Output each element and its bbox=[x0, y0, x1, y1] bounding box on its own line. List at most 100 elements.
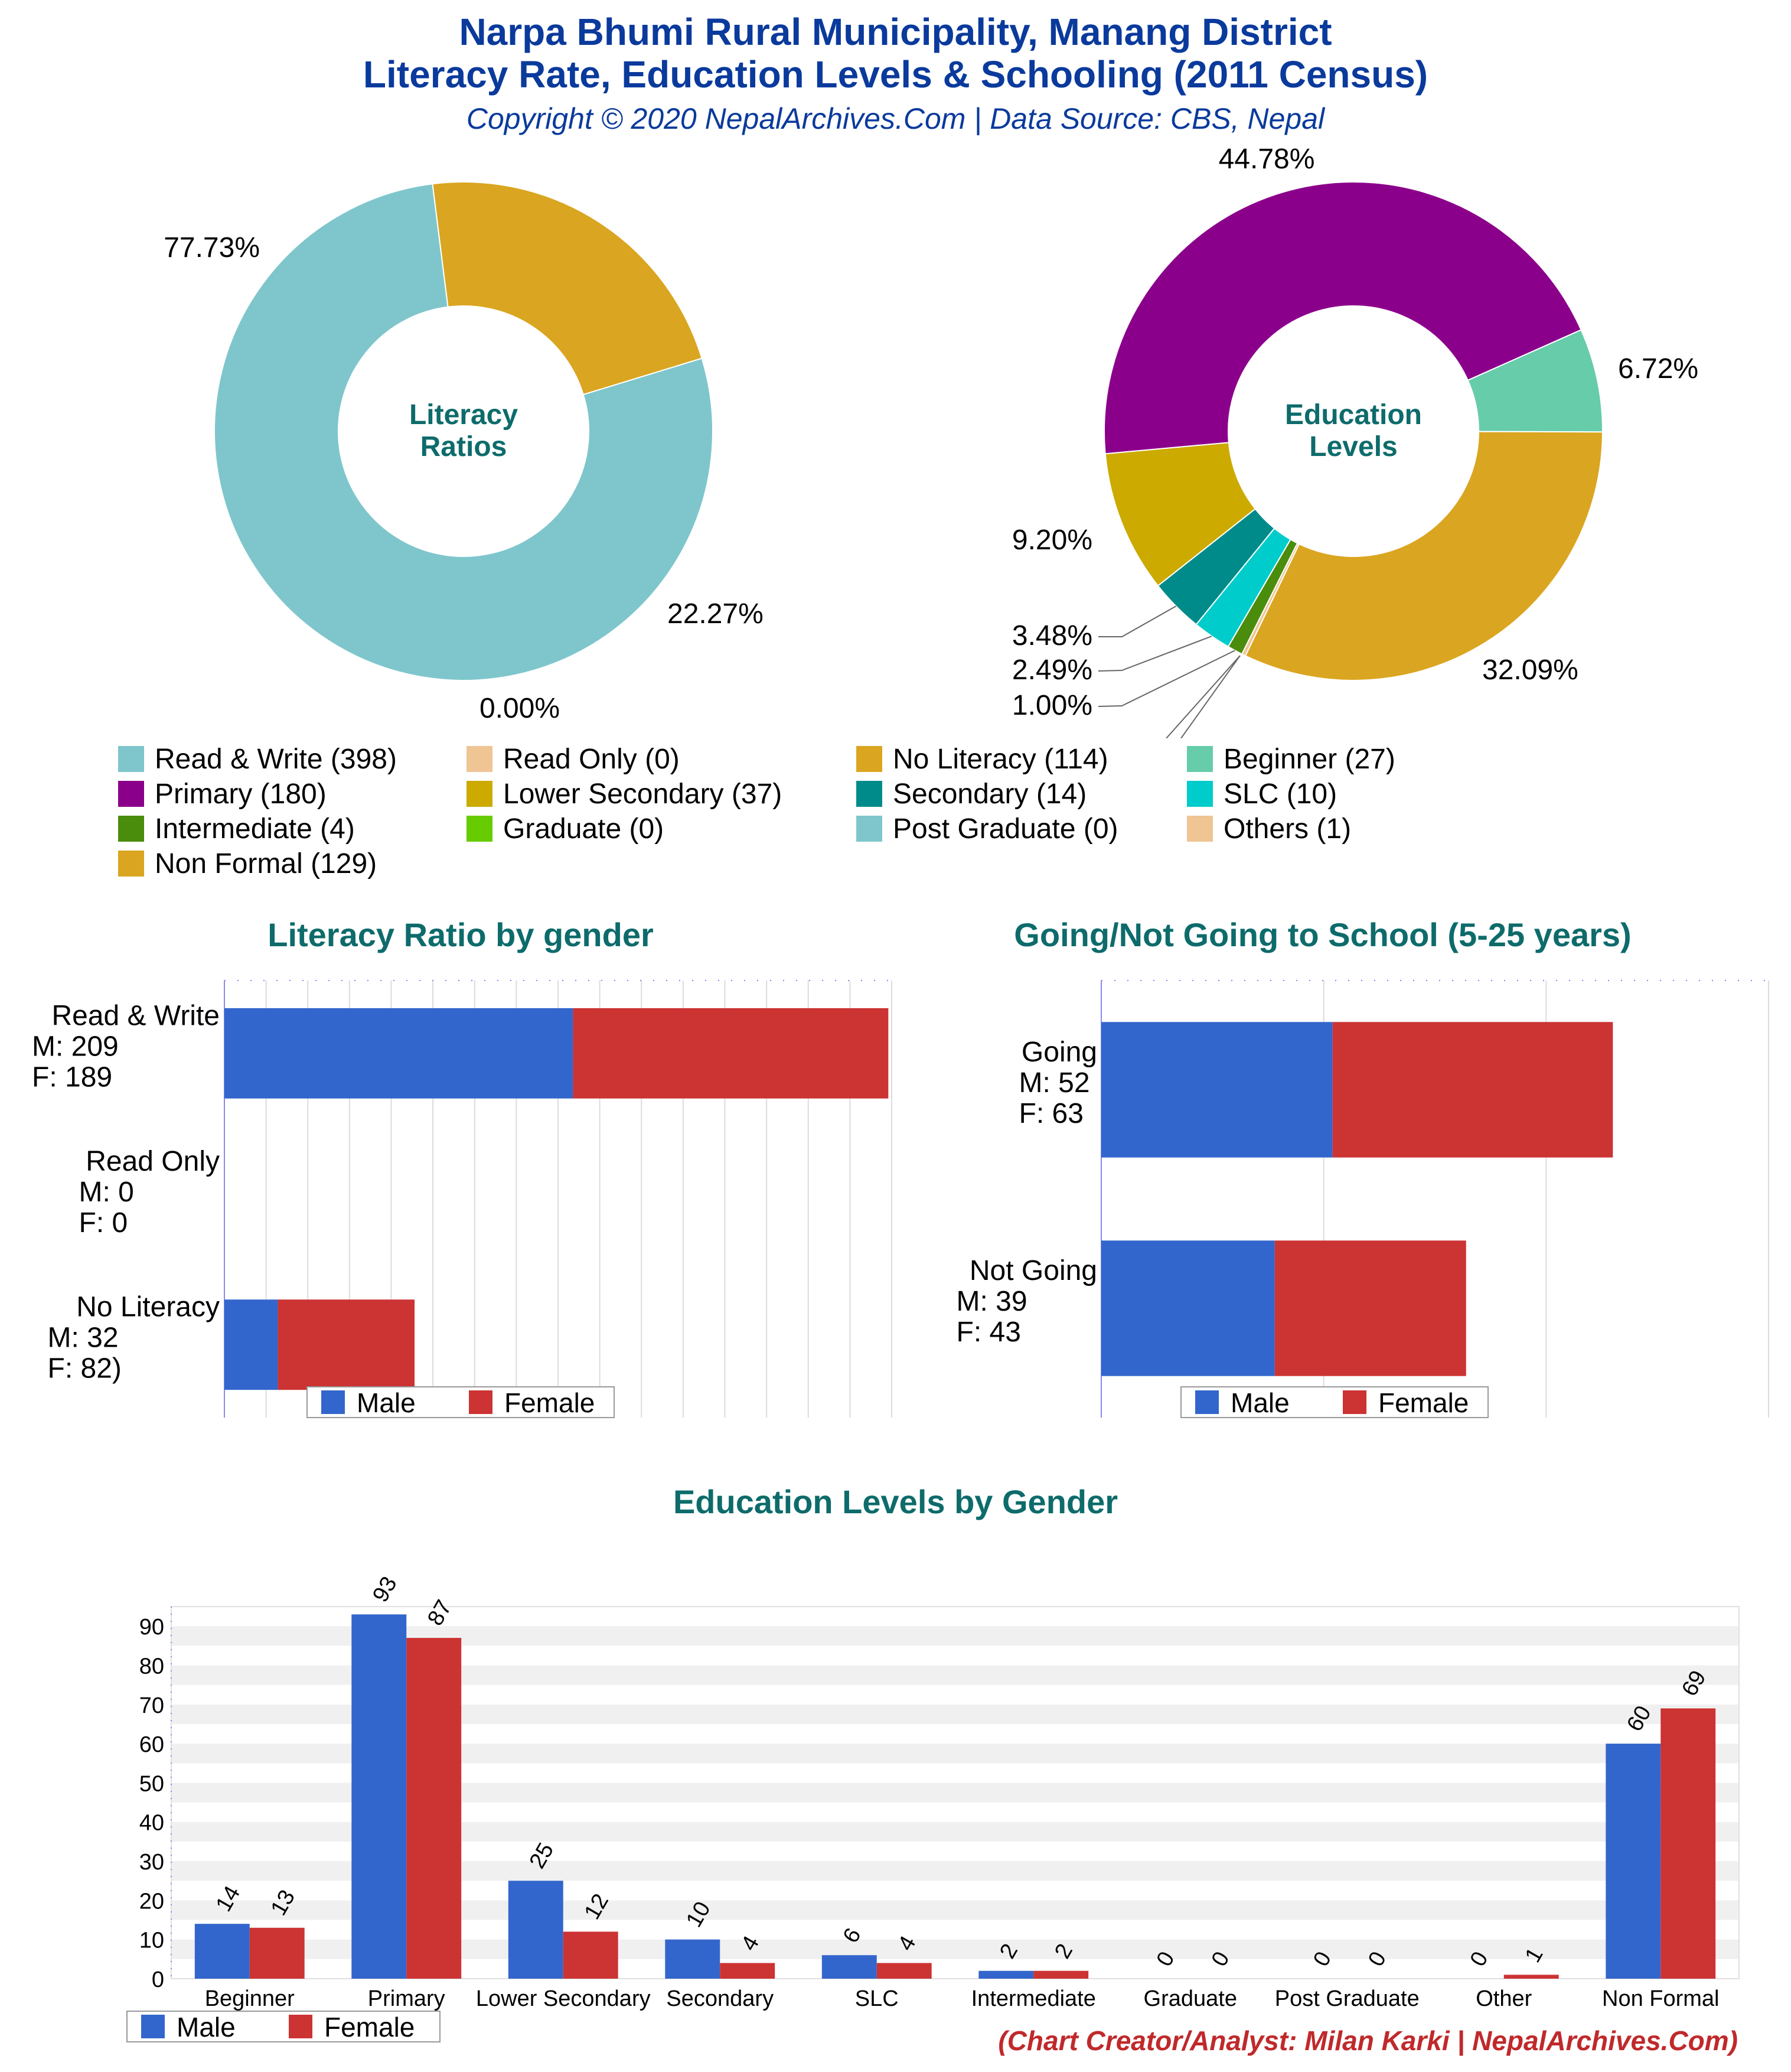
category-label: M: 209 bbox=[32, 1031, 119, 1062]
x-tick-label: Post Graduate bbox=[1275, 1986, 1420, 2011]
bar-female bbox=[720, 1963, 775, 1979]
x-tick-label: Other bbox=[1476, 1986, 1532, 2011]
category-label: F: 189 bbox=[32, 1061, 112, 1093]
plot-frame bbox=[171, 1606, 1740, 1979]
x-tick-label: SLC bbox=[855, 1986, 899, 2011]
legend-swatch bbox=[466, 781, 492, 807]
bar-female bbox=[406, 1638, 462, 1979]
data-label: 87 bbox=[423, 1596, 457, 1630]
bar-male bbox=[224, 1299, 278, 1390]
x-tick-label: Graduate bbox=[1144, 1986, 1237, 2011]
bar-male bbox=[665, 1939, 720, 1979]
y-tick-label: 0 bbox=[152, 1967, 164, 1992]
slice-primary bbox=[1104, 181, 1582, 455]
bar-legend: Male Female bbox=[1180, 1386, 1489, 1418]
legend-label: Non Formal (129) bbox=[155, 848, 377, 879]
legend-swatch bbox=[118, 781, 144, 807]
slice-non-formal bbox=[1244, 431, 1604, 681]
category-label: Going bbox=[1022, 1037, 1097, 1068]
legend-item: Secondary (14) bbox=[856, 778, 1087, 810]
legend-item: Beginner (27) bbox=[1187, 743, 1395, 776]
legend-swatch-female bbox=[1343, 1390, 1366, 1414]
legend-swatch bbox=[1187, 746, 1213, 772]
copyright-text: Copyright © 2020 NepalArchives.Com | Dat… bbox=[466, 102, 1325, 135]
chart-title-line2: Literacy Rate, Education Levels & School… bbox=[363, 53, 1428, 96]
legend-swatch bbox=[118, 851, 144, 877]
legend-label: Read & Write (398) bbox=[155, 744, 397, 775]
legend-swatch bbox=[1187, 781, 1213, 807]
category-label: F: 0 bbox=[79, 1207, 128, 1239]
x-tick-label: Non Formal bbox=[1602, 1986, 1720, 2011]
category-label: No Literacy bbox=[76, 1292, 220, 1323]
bar-male bbox=[508, 1881, 563, 1979]
x-tick-label: Primary bbox=[368, 1986, 445, 2011]
y-tick-label: 40 bbox=[139, 1811, 164, 1836]
legend-box bbox=[126, 2011, 441, 2042]
category-label: F: 43 bbox=[957, 1317, 1021, 1348]
legend-item: Non Formal (129) bbox=[118, 848, 377, 880]
bar-female bbox=[573, 1008, 889, 1099]
education-by-gender-title: Education Levels by Gender bbox=[673, 1483, 1118, 1520]
legend-female-label: Female bbox=[504, 1387, 595, 1418]
legend-label: Secondary (14) bbox=[893, 778, 1087, 810]
pct-label: 1.00% bbox=[1012, 690, 1092, 721]
legend-item: Graduate (0) bbox=[466, 813, 664, 845]
legend-male-label: Male bbox=[177, 2012, 236, 2042]
bar-female bbox=[278, 1299, 415, 1390]
pct-label: 77.73% bbox=[164, 232, 260, 263]
legend-male-label: Male bbox=[1231, 1387, 1290, 1418]
bar-female bbox=[1332, 1022, 1613, 1158]
legend-box bbox=[306, 1386, 615, 1418]
data-label: 93 bbox=[368, 1572, 402, 1607]
bar-legend: Male Female bbox=[126, 2011, 441, 2042]
legend-swatch bbox=[856, 746, 882, 772]
bar-male bbox=[351, 1614, 407, 1979]
pct-label: 9.20% bbox=[1012, 524, 1092, 556]
bar-male bbox=[821, 1955, 877, 1979]
legend-swatch bbox=[466, 746, 492, 772]
category-label: F: 82) bbox=[48, 1353, 122, 1384]
bar-female bbox=[1660, 1708, 1716, 1979]
legend-swatch-female bbox=[469, 1390, 492, 1414]
legend-item: Intermediate (4) bbox=[118, 813, 355, 845]
legend-item: No Literacy (114) bbox=[856, 743, 1108, 776]
pct-label: 32.09% bbox=[1482, 654, 1578, 686]
category-label: M: 52 bbox=[1019, 1067, 1090, 1099]
category-label: M: 39 bbox=[957, 1286, 1027, 1317]
category-label: Not Going bbox=[970, 1255, 1097, 1286]
legend-label: SLC (10) bbox=[1224, 778, 1337, 810]
legend-male-label: Male bbox=[357, 1387, 416, 1418]
legend-label: Graduate (0) bbox=[503, 813, 664, 845]
legend-item: Read Only (0) bbox=[466, 743, 680, 776]
leader-line bbox=[1166, 655, 1241, 738]
bar-female bbox=[1033, 1970, 1089, 1979]
category-label: M: 0 bbox=[79, 1177, 134, 1208]
y-tick-label: 90 bbox=[139, 1615, 164, 1640]
legend-item: Primary (180) bbox=[118, 778, 327, 810]
bar-female bbox=[1274, 1240, 1466, 1376]
legend-swatch-male bbox=[321, 1390, 345, 1414]
x-tick-label: Intermediate bbox=[971, 1986, 1096, 2011]
slice-read-write bbox=[214, 183, 713, 681]
legend-swatch bbox=[1187, 816, 1213, 842]
legend-swatch-female bbox=[289, 2015, 312, 2038]
legend-swatch bbox=[856, 816, 882, 842]
pct-label: 0.00% bbox=[479, 693, 560, 724]
pct-label: 2.49% bbox=[1012, 654, 1092, 686]
legend-swatch-male bbox=[141, 2015, 165, 2038]
bar-male bbox=[1101, 1022, 1333, 1158]
credit-text: (Chart Creator/Analyst: Milan Karki | Ne… bbox=[998, 2025, 1738, 2056]
leader-line bbox=[1098, 605, 1177, 637]
y-tick-label: 80 bbox=[139, 1654, 164, 1679]
slice-no-literacy bbox=[432, 181, 703, 396]
legend-female-label: Female bbox=[1378, 1387, 1469, 1418]
legend-swatch bbox=[466, 816, 492, 842]
category-label: Read & Write bbox=[51, 1000, 220, 1031]
pct-label: 3.48% bbox=[1012, 620, 1092, 651]
legend-swatch bbox=[118, 816, 144, 842]
bar-female bbox=[249, 1927, 305, 1979]
y-tick-label: 50 bbox=[139, 1771, 164, 1796]
y-tick-label: 60 bbox=[139, 1732, 164, 1757]
legend-label: Others (1) bbox=[1224, 813, 1352, 845]
